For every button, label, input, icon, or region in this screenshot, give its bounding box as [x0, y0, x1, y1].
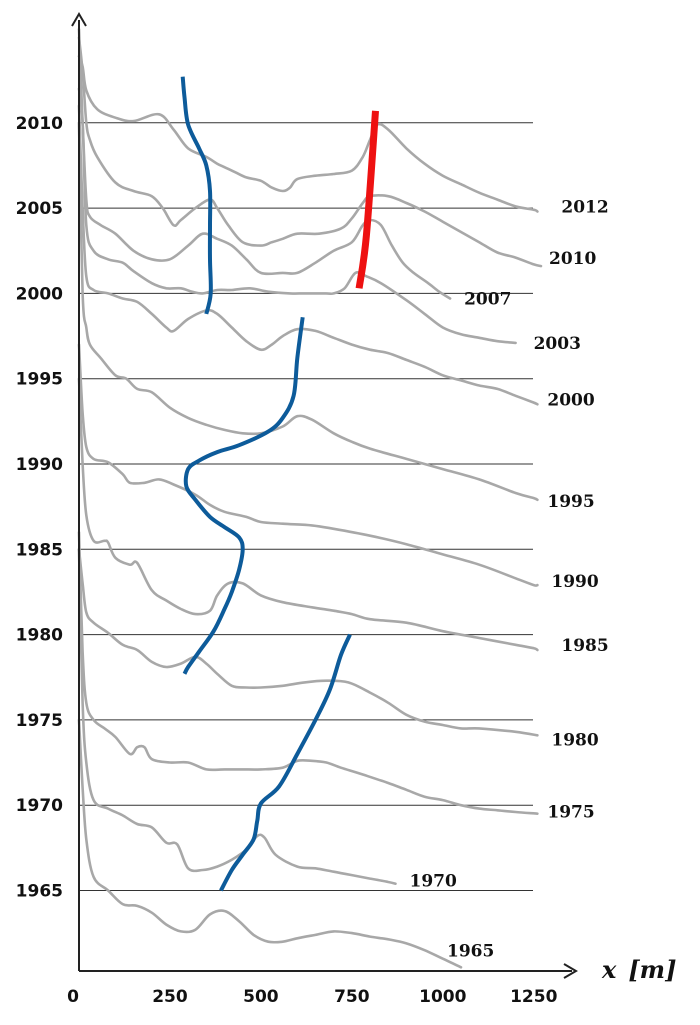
- y-tick-1985: 1985: [16, 540, 63, 560]
- channel-shift-recent-line: [180, 76, 213, 315]
- y-tick-labels: 1965 1970 1975 1980 1985 1990 1995 2000 2005 2010: [16, 114, 63, 902]
- profile-label-1980: 1980: [551, 730, 598, 750]
- x-tick-250: 250: [152, 987, 188, 1007]
- y-tick-1970: 1970: [16, 796, 63, 816]
- profile-line-1975: [77, 530, 539, 815]
- profile-lines: [77, 27, 543, 969]
- x-tick-1250: 1250: [510, 987, 557, 1007]
- profile-line-2007: [77, 27, 452, 300]
- profile-line-1985: [77, 377, 539, 652]
- channel-shift-middle-line: [182, 317, 305, 675]
- x-tick-750: 750: [334, 987, 370, 1007]
- y-tick-1995: 1995: [16, 370, 63, 390]
- profile-line-2012: [77, 55, 539, 213]
- profile-line-1965: [77, 718, 463, 969]
- profile-line-2000: [77, 104, 539, 406]
- profile-line-1995: [77, 121, 539, 502]
- y-tick-2010: 2010: [16, 114, 63, 134]
- y-tick-1990: 1990: [16, 455, 63, 475]
- profile-line-2003: [77, 87, 517, 345]
- x-axis-unit: [m]: [628, 955, 676, 984]
- profile-label-1995: 1995: [547, 492, 594, 512]
- profile-label-2012: 2012: [561, 198, 608, 218]
- profile-label-1990: 1990: [551, 572, 598, 592]
- channel-shift-early-line: [219, 633, 352, 892]
- y-tick-2000: 2000: [16, 284, 63, 304]
- x-tick-500: 500: [243, 987, 279, 1007]
- y-tick-1975: 1975: [16, 711, 63, 731]
- profile-line-1970: [77, 548, 397, 885]
- x-axis-title: x [m]: [601, 955, 676, 984]
- x-axis-arrowhead: [563, 963, 578, 979]
- bank-position-red-line: [355, 110, 379, 289]
- y-tick-1965: 1965: [16, 882, 63, 902]
- x-axis-variable: x: [601, 955, 617, 984]
- profile-label-1975: 1975: [547, 803, 594, 823]
- profile-label-1970: 1970: [410, 872, 457, 892]
- x-tick-0: 0: [67, 987, 79, 1007]
- axes: [71, 12, 578, 979]
- y-tick-1980: 1980: [16, 626, 63, 646]
- profile-label-1965: 1965: [447, 941, 494, 961]
- y-axis-arrowhead: [71, 12, 87, 27]
- horizontal-gridlines: [79, 122, 533, 891]
- x-tick-labels: 0 250 500 750 1000 1250: [67, 987, 557, 1007]
- profile-line-1990: [77, 343, 539, 587]
- profile-label-2010: 2010: [549, 249, 596, 269]
- profile-year-labels: 2012 2010 2007 2003 2000 1995 1990 1985 1980 1975…: [410, 198, 609, 962]
- profile-label-2003: 2003: [534, 334, 581, 354]
- profile-line-1980: [77, 548, 539, 737]
- profile-label-1985: 1985: [561, 636, 608, 656]
- y-tick-2005: 2005: [16, 199, 63, 219]
- profile-line-2010: [77, 36, 543, 268]
- profile-label-2000: 2000: [547, 390, 594, 410]
- profile-label-2007: 2007: [464, 290, 511, 310]
- x-tick-1000: 1000: [419, 987, 466, 1007]
- trend-lines: [180, 76, 379, 892]
